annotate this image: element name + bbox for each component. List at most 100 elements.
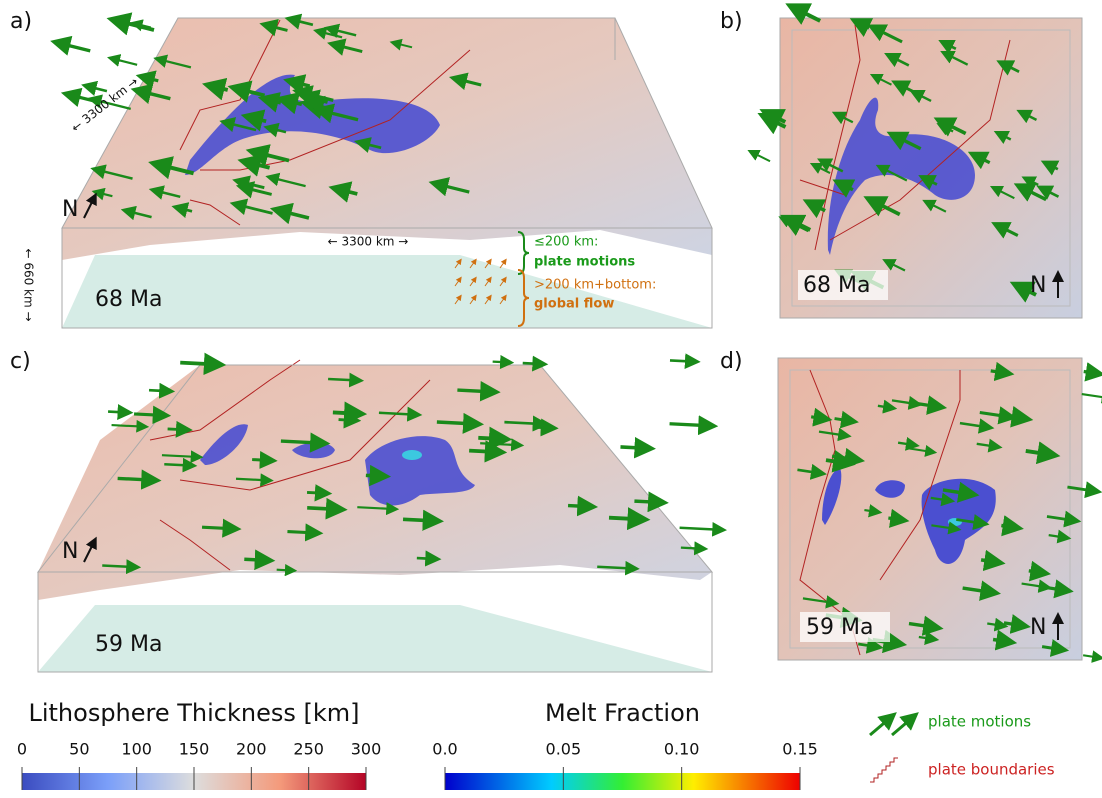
motion-arrow <box>281 441 320 443</box>
motion-arrow <box>504 422 540 424</box>
colorbar-tick-label: 200 <box>236 740 267 759</box>
annotation: plate motions <box>534 255 635 270</box>
motion-arrow <box>236 479 267 481</box>
motion-arrow <box>469 451 496 452</box>
legend-boundary <box>870 758 898 782</box>
legend-label: plate boundaries <box>928 761 1055 779</box>
motion-arrow <box>1083 655 1098 657</box>
panel-label: a) <box>10 9 32 34</box>
colorbar <box>445 773 800 790</box>
panel-label: b) <box>720 9 743 34</box>
legend: plate motions plate boundaries <box>870 713 1055 783</box>
motion-arrow <box>417 558 434 559</box>
motion-arrow <box>681 548 701 549</box>
panel-a: a) 68 Ma N ← 3300 km → ← 3300 km → ← 660… <box>10 9 712 328</box>
panel-b: b) 68 Ma N <box>720 9 1082 318</box>
motion-arrow <box>609 518 639 519</box>
colorbar-tick-label: 0.10 <box>664 740 700 759</box>
motion-arrow <box>328 379 357 380</box>
panel-d: d) 59 Ma N <box>720 349 1102 660</box>
colorbar-tick-label: 300 <box>351 740 382 759</box>
motion-arrow <box>277 570 291 571</box>
motion-arrow <box>102 565 133 567</box>
legend-label: plate motions <box>928 713 1031 731</box>
motion-arrow <box>493 362 508 363</box>
annotation: ≤200 km: <box>534 235 598 250</box>
north-label: N <box>62 197 78 222</box>
colorbar-tick-label: 0.0 <box>432 740 457 759</box>
annotation: global flow <box>534 297 614 312</box>
flow-arrow <box>500 261 505 268</box>
colorbar-title: Lithosphere Thickness [km] <box>28 699 359 727</box>
motion-arrow <box>753 153 770 162</box>
motion-arrow <box>118 478 152 480</box>
annotation: >200 km+bottom: <box>534 278 656 293</box>
melt-core <box>402 450 422 460</box>
motion-arrow <box>620 447 645 448</box>
motion-arrow <box>478 438 500 439</box>
colorbar-tick-label: 0.15 <box>782 740 818 759</box>
colorbar-tick-label: 50 <box>69 740 89 759</box>
age-label: 68 Ma <box>803 273 870 298</box>
colorbar-tick-label: 250 <box>293 740 324 759</box>
motion-arrow <box>535 427 550 428</box>
panel-label: d) <box>720 349 743 374</box>
motion-arrow <box>1084 371 1096 373</box>
motion-arrow <box>89 87 107 92</box>
legend-arrow <box>892 718 912 735</box>
motion-arrow <box>981 560 995 562</box>
depth-annotation: ← 660 km → <box>22 248 36 321</box>
motion-arrow <box>113 59 137 65</box>
motion-arrow <box>888 518 900 520</box>
panel-label: c) <box>10 349 31 374</box>
colorbar-title: Melt Fraction <box>545 699 700 727</box>
panel-c: c) 59 Ma N <box>10 349 720 672</box>
motion-arrow <box>437 422 474 424</box>
motion-arrow <box>307 508 337 509</box>
motion-arrow <box>1010 416 1023 418</box>
colorbar-tick-label: 0.05 <box>546 740 582 759</box>
motion-arrow <box>252 460 269 461</box>
motion-arrow <box>457 390 490 392</box>
age-label: 59 Ma <box>95 632 162 657</box>
motion-arrow <box>1001 525 1013 527</box>
motion-arrow <box>134 414 162 415</box>
motion-arrow <box>244 559 265 560</box>
north-label: N <box>1030 615 1046 640</box>
brace <box>518 232 529 274</box>
motion-arrow <box>149 390 167 391</box>
motion-arrow <box>680 528 720 530</box>
age-label: 68 Ma <box>95 287 162 312</box>
motion-arrow <box>307 492 324 493</box>
motion-arrow <box>366 475 380 476</box>
motion-arrow <box>164 464 190 465</box>
motion-arrow <box>180 363 215 365</box>
motion-arrow <box>568 506 588 507</box>
colorbar-tick-label: 150 <box>179 740 210 759</box>
width-annotation: ← 3300 km → <box>328 235 409 249</box>
motion-arrow <box>811 417 823 419</box>
motion-arrow <box>118 21 154 30</box>
north-label: N <box>62 539 78 564</box>
motion-arrow <box>60 43 90 51</box>
colorbars: Lithosphere Thickness [km]0 50 100 150 200 25… <box>17 699 818 790</box>
motion-arrow <box>339 420 353 421</box>
motion-arrow <box>403 519 433 521</box>
motion-arrow <box>523 363 541 364</box>
figure: a) 68 Ma N ← 3300 km → ← 3300 km → ← 660… <box>0 0 1102 794</box>
north-label: N <box>1030 273 1046 298</box>
motion-arrow <box>287 532 314 533</box>
motion-arrow <box>670 360 693 361</box>
colorbar-tick-label: 0 <box>17 740 27 759</box>
motion-arrow <box>333 412 356 413</box>
motion-arrow <box>991 371 1005 373</box>
motion-arrow <box>1082 394 1102 398</box>
motion-arrow <box>168 429 185 430</box>
motion-arrow <box>1029 571 1041 573</box>
motion-arrow <box>379 413 415 415</box>
colorbar-tick-label: 100 <box>121 740 152 759</box>
age-label: 59 Ma <box>806 615 873 640</box>
motion-arrow <box>70 95 100 102</box>
motion-arrow <box>108 412 125 413</box>
legend-arrow <box>870 718 890 735</box>
